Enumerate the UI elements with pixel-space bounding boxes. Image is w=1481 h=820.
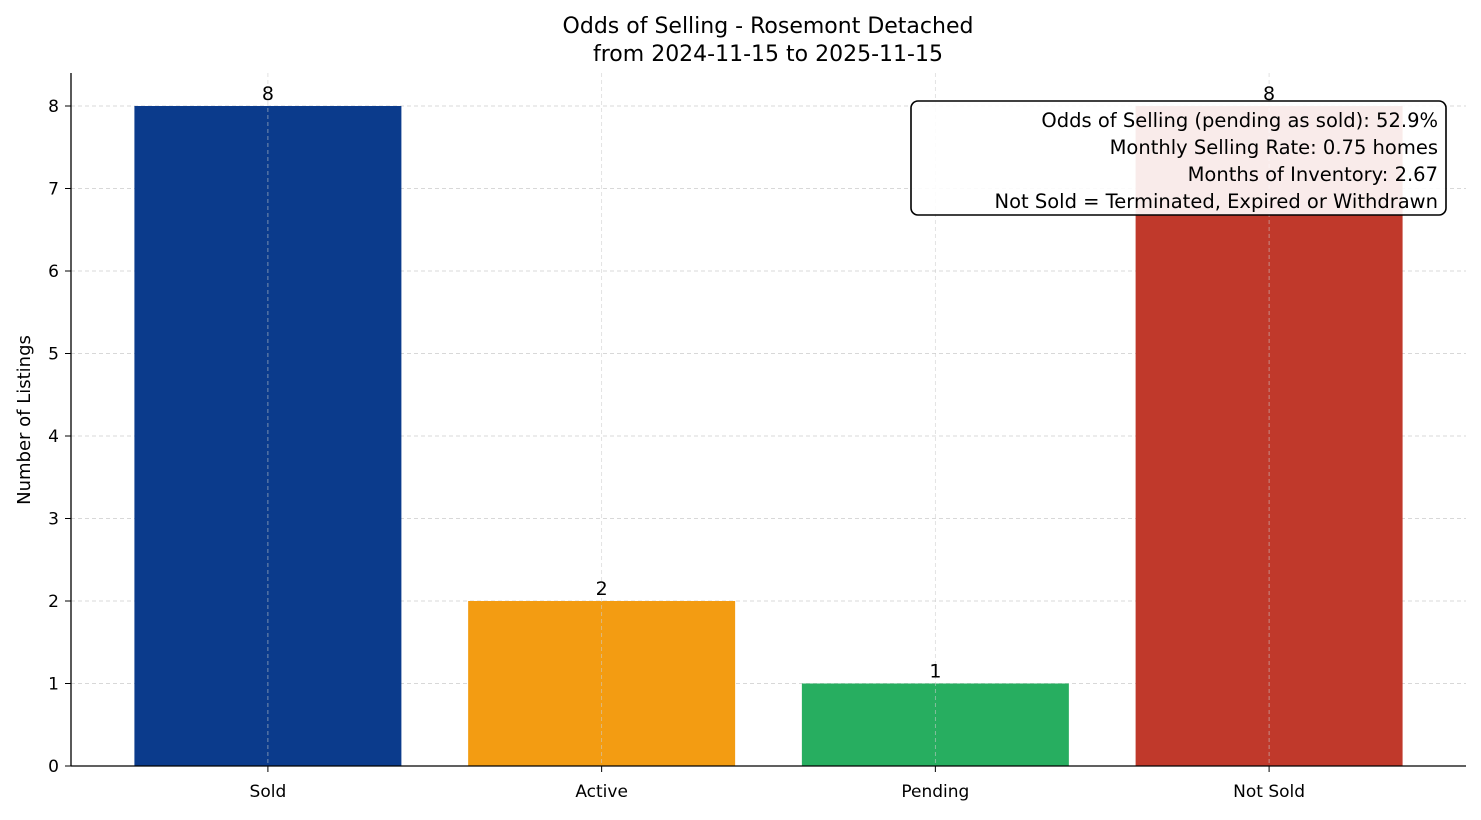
x-tick-label: Pending: [901, 782, 969, 802]
annotation-frame: [910, 100, 1447, 216]
chart-subtitle: from 2024-11-15 to 2025-11-15: [593, 42, 943, 67]
y-tick-label: 4: [48, 427, 59, 447]
y-tick-label: 7: [48, 180, 59, 200]
annotation-line: Monthly Selling Rate: 0.75 homes: [1110, 136, 1438, 159]
y-tick-label: 2: [48, 592, 59, 612]
bar-sold: [134, 106, 402, 766]
y-axis-label: Number of Listings: [14, 335, 35, 505]
chart-title: Odds of Selling - Rosemont Detached: [563, 14, 974, 39]
annotation-box: Odds of Selling (pending as sold): 52.9%…: [910, 100, 1447, 216]
y-tick-label: 1: [48, 675, 59, 695]
annotation-line: Odds of Selling (pending as sold): 52.9%: [1041, 109, 1438, 132]
data-label: 8: [262, 83, 274, 105]
x-tick-label: Active: [575, 782, 628, 802]
data-label: 2: [596, 578, 608, 600]
x-tick-label: Not Sold: [1233, 782, 1305, 802]
y-tick-label: 3: [48, 510, 59, 530]
data-label: 1: [929, 661, 941, 683]
annotation-line: Not Sold = Terminated, Expired or Withdr…: [994, 190, 1438, 213]
data-label: 8: [1263, 83, 1275, 105]
axes: 0 1 2 3 4 5 6 7 8 Sold Active Pending Not Sold: [48, 73, 1466, 802]
y-tick-label: 0: [48, 757, 59, 777]
y-tick-label: 5: [48, 345, 59, 365]
data-labels: 8 2 1 8: [262, 83, 1275, 683]
annotation-line: Months of Inventory: 2.67: [1188, 163, 1438, 186]
y-tick-label: 6: [48, 262, 59, 282]
y-tick-label: 8: [48, 97, 59, 117]
x-tick-label: Sold: [250, 782, 287, 802]
